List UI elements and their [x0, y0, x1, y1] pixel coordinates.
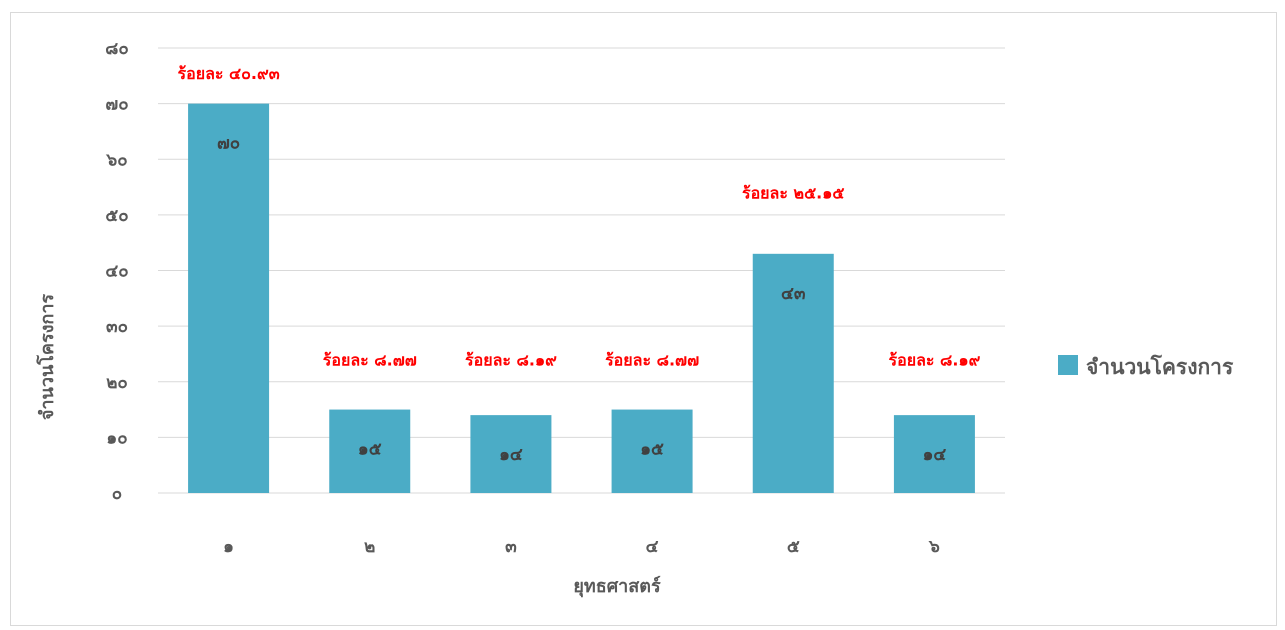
- percent-label: ร้อยละ ๘.๑๙: [465, 351, 557, 370]
- x-tick-label: ๕: [787, 537, 800, 557]
- y-tick-label: ๐: [112, 484, 122, 504]
- y-tick-label: ๖๐: [105, 150, 127, 170]
- bar-value-label: ๑๕: [358, 440, 382, 460]
- y-axis-title: จำนวนโครงการ: [36, 294, 58, 421]
- gridlines: [158, 47, 1005, 494]
- legend-swatch: [1058, 355, 1078, 375]
- y-axis-ticks: ๐ ๑๐ ๒๐ ๓๐ ๔๐ ๕๐ ๖๐ ๗๐ ๘๐: [105, 39, 129, 504]
- x-tick-label: ๔: [646, 537, 659, 557]
- bars: [188, 103, 975, 493]
- y-tick-label: ๗๐: [105, 95, 128, 115]
- percent-labels: ร้อยละ ๔๐.๙๓ร้อยละ ๘.๗๗ ร้อยละ ๘.๑๙ ร้อยละ…: [178, 64, 981, 369]
- legend: จำนวนโครงการ: [1058, 354, 1234, 379]
- bar-value-label: ๑๕: [640, 440, 664, 460]
- y-tick-label: ๔๐: [105, 262, 128, 282]
- x-axis-ticks: ๑ ๒ ๓ ๔ ๕ ๖: [223, 537, 940, 557]
- bar: [611, 409, 693, 493]
- x-axis-title: ยุทธศาสตร์: [573, 575, 661, 598]
- bar: [893, 415, 975, 493]
- percent-label: ร้อยละ ๘.๗๗: [605, 351, 699, 370]
- y-tick-label: ๘๐: [105, 39, 129, 59]
- bar-value-label: ๑๔: [923, 445, 947, 465]
- bar-value-label: ๑๔: [499, 445, 523, 465]
- legend-label: จำนวนโครงการ: [1086, 354, 1234, 379]
- bar: [329, 409, 411, 493]
- x-tick-label: ๓: [505, 537, 517, 557]
- y-tick-label: ๓๐: [106, 317, 128, 337]
- percent-label: ร้อยละ ๔๐.๙๓: [178, 64, 280, 83]
- percent-label: ร้อยละ ๘.๑๙: [888, 351, 980, 370]
- percent-label: ร้อยละ ๒๕.๑๕: [742, 184, 845, 203]
- y-tick-label: ๑๐: [106, 428, 127, 448]
- bar: [188, 103, 270, 493]
- x-tick-label: ๒: [364, 537, 375, 557]
- x-tick-label: ๖: [928, 537, 940, 557]
- bar: [752, 253, 834, 493]
- y-tick-label: ๕๐: [105, 206, 128, 226]
- bar: [470, 415, 552, 493]
- bar-value-label: ๔๓: [781, 284, 806, 304]
- y-tick-label: ๒๐: [106, 373, 128, 393]
- percent-label: ร้อยละ ๘.๗๗: [323, 351, 417, 370]
- bar-value-label: ๗๐: [217, 134, 240, 154]
- x-tick-label: ๑: [223, 537, 234, 557]
